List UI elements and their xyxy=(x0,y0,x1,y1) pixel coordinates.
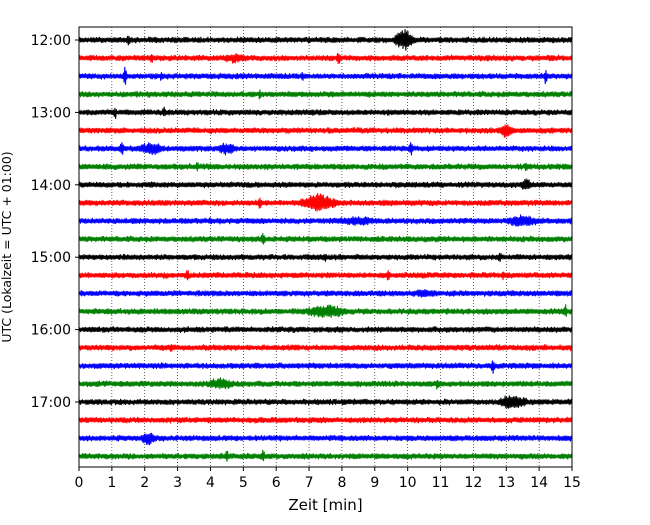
x-tick-label: 12 xyxy=(464,475,482,491)
x-tick-label: 8 xyxy=(337,475,346,491)
y-tick-label: 16:00 xyxy=(31,323,71,339)
seismic-trace-line xyxy=(78,66,573,85)
seismic-trace-line xyxy=(78,232,573,245)
y-axis-label: UTC (Lokalzeit = UTC + 01:00) xyxy=(0,151,14,342)
y-tick-label: 17:00 xyxy=(31,395,71,411)
seismic-trace-line xyxy=(78,89,573,100)
seismic-trace-line xyxy=(78,289,573,298)
seismic-trace-line xyxy=(78,416,573,424)
seismic-trace-line xyxy=(78,142,573,156)
y-tick-label: 12:00 xyxy=(31,33,71,49)
x-axis-label: Zeit [min] xyxy=(288,496,362,514)
x-tick-label: 9 xyxy=(370,475,379,491)
seismic-trace-line xyxy=(78,29,573,51)
y-tick-label: 15:00 xyxy=(31,250,71,266)
plot-frame xyxy=(78,26,573,468)
seismic-trace-line xyxy=(78,432,573,446)
x-tick-label: 7 xyxy=(305,475,314,491)
trace-group xyxy=(78,29,573,462)
seismic-trace-line xyxy=(78,106,573,120)
x-tick-label: 0 xyxy=(75,475,84,491)
seismic-trace-line xyxy=(78,360,573,374)
x-tick-label: 15 xyxy=(563,475,581,491)
y-tick-label: 14:00 xyxy=(31,178,71,194)
x-tick-label: 13 xyxy=(497,475,515,491)
x-tick-label: 3 xyxy=(173,475,182,491)
x-tick-label: 4 xyxy=(206,475,215,491)
seismic-trace-line xyxy=(78,192,573,212)
seismic-trace-line xyxy=(78,162,573,172)
seismic-trace-line xyxy=(78,449,573,462)
x-tick-label: 10 xyxy=(399,475,417,491)
seismic-trace-line xyxy=(78,326,573,334)
x-tick-label: 14 xyxy=(530,475,548,491)
grid-lines xyxy=(111,27,540,467)
seismic-trace-line xyxy=(78,252,573,262)
axis-ticks: 0 1 2 3 4 5 6 7 8 9 10 11 12 13 14 1512:0013:0014:0015:… xyxy=(31,33,581,491)
seismic-trace-line xyxy=(78,178,573,190)
x-tick-label: 5 xyxy=(239,475,248,491)
seismic-trace-line xyxy=(78,343,573,352)
x-tick-label: 1 xyxy=(107,475,116,491)
seismic-trace-line xyxy=(78,377,573,390)
y-tick-label: 13:00 xyxy=(31,105,71,121)
x-tick-label: 2 xyxy=(140,475,149,491)
seismic-trace-line xyxy=(78,395,573,409)
x-tick-label: 6 xyxy=(272,475,281,491)
seismic-trace-line xyxy=(78,124,573,138)
seismic-trace-line xyxy=(78,304,573,319)
x-tick-label: 11 xyxy=(432,475,450,491)
seismic-trace-line xyxy=(78,269,573,281)
seismic-trace-line xyxy=(78,214,573,227)
seismic-trace-line xyxy=(78,52,573,65)
